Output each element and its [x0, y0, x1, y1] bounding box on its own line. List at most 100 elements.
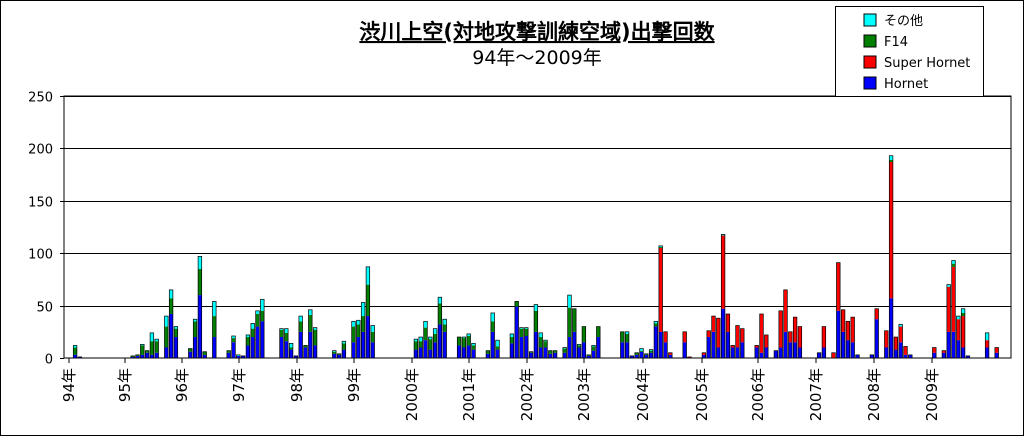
bar-segment-super-hornet [822, 326, 826, 348]
bar-segment-f14 [543, 341, 548, 348]
bar [716, 317, 721, 359]
bar-segment-その他 [231, 335, 236, 339]
bar-segment-super-hornet [903, 346, 908, 355]
bar [840, 309, 846, 359]
bar-segment-hornet [634, 354, 639, 358]
y-tick-label: 100 [28, 248, 53, 263]
bar-outline [816, 352, 822, 359]
bar-segment-f14 [370, 331, 375, 343]
bar [567, 294, 572, 359]
bar-outline [869, 354, 875, 359]
bar-segment-f14 [442, 324, 447, 332]
bar-segment-hornet [433, 342, 437, 358]
chart-title: 渋川上空(対地攻撃訓練空域)出撃回数 [359, 20, 715, 44]
bar [461, 336, 467, 359]
x-tick-label: 2007年 [807, 368, 825, 421]
bar-outline [725, 313, 731, 359]
bar-outline [591, 345, 596, 359]
bar-segment-hornet [548, 353, 553, 358]
bar [648, 349, 654, 359]
bar-segment-その他 [193, 319, 197, 322]
x-tick-label: 2001年 [460, 368, 478, 421]
bar [423, 320, 428, 359]
bar-outline [740, 328, 745, 359]
bar-segment-hornet [874, 319, 879, 358]
bar [821, 326, 827, 359]
bar-outline [226, 350, 231, 359]
bar [260, 298, 265, 359]
bar-outline [442, 318, 447, 359]
bar-segment-hornet [466, 345, 471, 358]
bar-segment-hornet [716, 347, 721, 358]
bar-segment-その他 [946, 284, 951, 287]
bar-segment-f14 [414, 341, 418, 350]
bar-segment-hornet [337, 354, 341, 358]
legend-swatch [863, 34, 877, 48]
bar-segment-f14 [586, 354, 591, 356]
bar-outline [236, 354, 241, 359]
x-tick-label: 95年 [116, 368, 134, 402]
bar-segment-f14 [538, 337, 543, 348]
bar-segment-hornet [510, 343, 514, 358]
bar-outline [303, 345, 308, 359]
bar [725, 313, 731, 359]
bar-segment-super-hornet [764, 334, 769, 348]
bar-outline [620, 331, 625, 359]
bar-outline [932, 347, 937, 359]
bar-outline [893, 336, 899, 359]
bar-segment-f14 [620, 331, 625, 343]
bar-segment-f14 [529, 351, 533, 353]
bar-segment-f14 [169, 298, 173, 314]
bar-segment-hornet [495, 349, 500, 358]
bar [471, 342, 476, 359]
x-tick-label: 2006年 [749, 368, 767, 421]
bar-segment-f14 [226, 350, 231, 353]
bar-segment-f14 [351, 326, 356, 343]
bar-segment-hornet [73, 354, 77, 358]
bar-outline [586, 354, 591, 359]
bar-outline [538, 332, 543, 359]
bar-segment-hornet [682, 342, 687, 358]
bar [941, 350, 947, 359]
bar [240, 355, 246, 359]
bar-outline [485, 350, 491, 359]
bar-outline [255, 310, 260, 359]
bar-segment-その他 [356, 320, 361, 325]
bar-outline [634, 352, 639, 359]
bar-outline [461, 336, 467, 359]
bar-segment-f14 [366, 284, 370, 317]
bar-outline [135, 354, 140, 359]
bar-segment-hornet [226, 352, 231, 358]
bar-segment-hornet [164, 347, 169, 358]
bar-segment-hornet [490, 331, 495, 358]
bar [528, 351, 534, 359]
bar-segment-f14 [164, 326, 169, 348]
bar-outline [456, 336, 462, 359]
bar-segment-その他 [495, 340, 500, 347]
bar-segment-hornet [586, 355, 591, 358]
bar [336, 353, 342, 359]
bar-segment-hornet [702, 354, 706, 358]
bar [356, 319, 361, 359]
bar-segment-f14 [154, 341, 159, 353]
bar-segment-f14 [577, 345, 581, 348]
bar-segment-hornet [721, 308, 725, 358]
bar-segment-hornet [231, 342, 236, 358]
bar-segment-super-hornet [721, 235, 725, 309]
bar-outline [140, 344, 145, 359]
bar-segment-f14 [644, 353, 649, 355]
bar [192, 318, 198, 359]
bar [466, 333, 471, 359]
bar [437, 296, 443, 359]
bar-segment-hornet [706, 337, 711, 358]
bar [994, 347, 999, 359]
bar-segment-hornet [668, 354, 673, 358]
bar-segment-super-hornet [783, 289, 788, 332]
bar-segment-その他 [428, 337, 433, 340]
bar-outline [197, 255, 203, 359]
bar-outline [716, 317, 721, 359]
bar [298, 315, 303, 359]
bar-segment-f14 [428, 339, 433, 350]
bar-segment-hornet [351, 342, 356, 358]
bar-segment-f14 [140, 345, 145, 355]
